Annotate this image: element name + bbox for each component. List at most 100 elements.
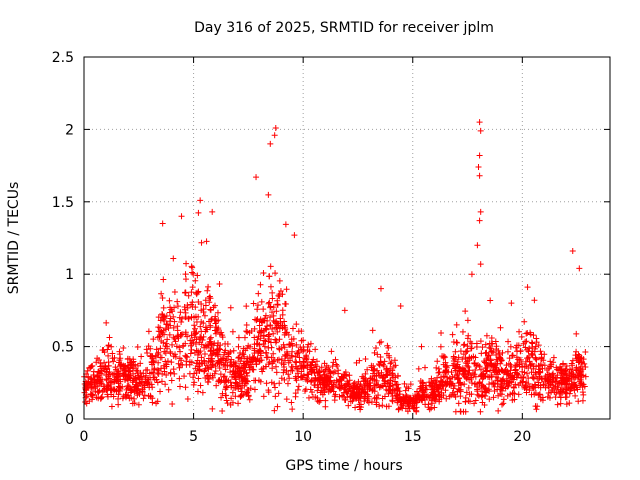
data-point — [438, 329, 445, 336]
data-point — [443, 374, 450, 381]
data-point — [237, 373, 244, 380]
data-point — [455, 375, 462, 382]
data-point — [254, 336, 261, 343]
data-point — [434, 358, 441, 365]
data-point — [478, 366, 485, 373]
data-point — [126, 374, 133, 381]
data-point — [317, 397, 324, 404]
data-point — [435, 365, 442, 372]
data-point — [265, 332, 272, 339]
data-point — [253, 174, 260, 181]
data-point — [484, 355, 491, 362]
data-point — [329, 363, 336, 370]
data-point — [167, 315, 174, 322]
data-point — [243, 328, 250, 335]
data-point — [440, 354, 447, 361]
data-point — [104, 391, 111, 398]
data-point — [429, 386, 436, 393]
data-point — [459, 328, 466, 335]
data-point — [293, 359, 300, 366]
plot-frame — [83, 56, 611, 420]
data-point — [413, 392, 420, 399]
data-point — [163, 372, 170, 379]
data-point — [499, 401, 506, 408]
data-point — [512, 366, 519, 373]
data-point — [329, 383, 336, 390]
data-point — [350, 380, 357, 387]
data-point — [319, 375, 326, 382]
data-point — [364, 381, 371, 388]
data-point — [352, 404, 359, 411]
data-point — [109, 355, 116, 362]
data-point — [269, 365, 276, 372]
data-point — [266, 299, 273, 306]
data-point — [468, 379, 475, 386]
data-point — [198, 239, 205, 246]
data-point — [183, 358, 190, 365]
data-point — [375, 392, 382, 399]
data-point — [437, 343, 444, 350]
data-point — [255, 333, 262, 340]
data-point — [273, 308, 280, 315]
chart-title: Day 316 of 2025, SRMTID for receiver jpl… — [194, 20, 494, 36]
data-point — [214, 309, 221, 316]
data-point — [161, 317, 168, 324]
data-point — [454, 371, 461, 378]
data-point — [357, 406, 364, 413]
data-point — [269, 289, 276, 296]
data-point — [152, 353, 159, 360]
data-point — [142, 374, 149, 381]
data-point — [308, 366, 315, 373]
data-point — [230, 347, 237, 354]
data-point — [194, 388, 201, 395]
data-point — [105, 352, 112, 359]
data-point — [318, 364, 325, 371]
data-point — [471, 400, 478, 407]
data-point — [196, 339, 203, 346]
data-point — [90, 371, 97, 378]
data-point — [188, 289, 195, 296]
data-point — [350, 389, 357, 396]
data-point — [219, 390, 226, 397]
data-point — [393, 381, 400, 388]
data-point — [351, 379, 358, 386]
data-point — [292, 353, 299, 360]
data-point — [177, 383, 184, 390]
data-point — [460, 342, 467, 349]
data-point — [212, 368, 219, 375]
data-point — [160, 276, 167, 283]
data-point — [241, 382, 248, 389]
data-point — [397, 303, 404, 310]
data-point — [190, 374, 197, 381]
data-point — [418, 387, 425, 394]
data-point — [326, 367, 333, 374]
data-point — [381, 380, 388, 387]
data-point — [266, 273, 273, 280]
data-point — [580, 391, 587, 398]
data-point — [526, 383, 533, 390]
data-point — [309, 389, 316, 396]
data-point — [145, 328, 152, 335]
data-point — [533, 335, 540, 342]
data-point — [270, 312, 277, 319]
data-point — [178, 331, 185, 338]
data-point — [251, 334, 258, 341]
data-point — [204, 287, 211, 294]
data-point — [378, 369, 385, 376]
data-point — [281, 344, 288, 351]
y-axis-label: SRMTID / TECUs — [6, 182, 22, 295]
data-point — [185, 315, 192, 322]
data-point — [558, 366, 565, 373]
data-point — [263, 380, 270, 387]
data-point — [256, 322, 263, 329]
data-point — [124, 355, 131, 362]
data-point — [389, 398, 396, 405]
data-point — [253, 317, 260, 324]
data-point — [553, 364, 560, 371]
data-point — [260, 365, 267, 372]
data-point — [201, 312, 208, 319]
data-point — [283, 286, 290, 293]
grid — [84, 57, 610, 419]
data-point — [434, 374, 441, 381]
data-point — [465, 363, 472, 370]
